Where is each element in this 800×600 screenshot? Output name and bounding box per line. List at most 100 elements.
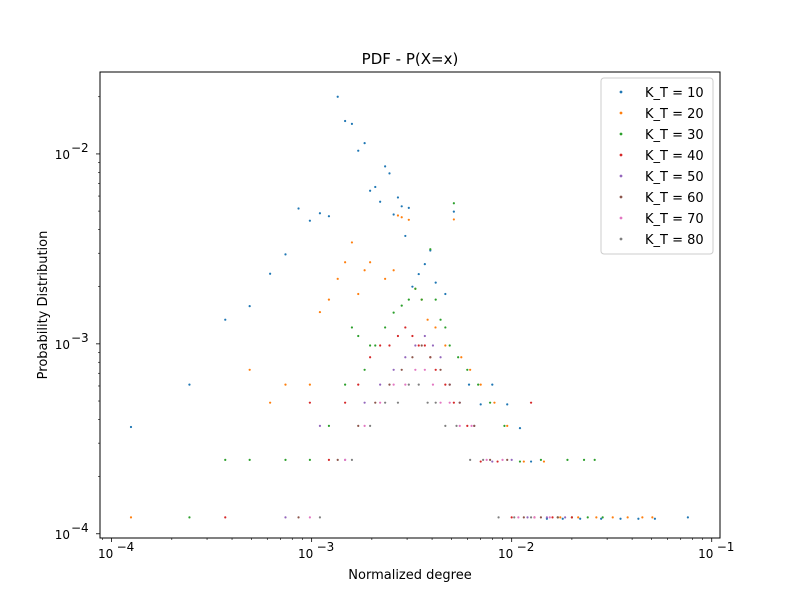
data-point [479,403,482,406]
data-point [491,383,494,386]
data-point [506,403,509,406]
data-point [452,218,455,221]
data-point [637,517,640,520]
legend-marker [619,195,623,199]
data-point [434,281,437,284]
data-point [344,261,347,264]
data-point [388,383,391,386]
data-point [582,458,586,461]
data-point [404,383,407,386]
data-point [396,401,400,404]
data-point [327,424,331,427]
data-point [248,458,251,461]
legend-marker [619,111,623,115]
data-point [467,383,471,386]
data-point [284,458,287,461]
data-point [411,356,414,359]
data-point [501,458,504,461]
data-point [503,424,506,427]
data-point [529,401,533,404]
data-point [448,383,451,386]
data-point [431,344,435,347]
data-point [548,516,551,519]
series-1 [129,95,689,520]
x-tick-exponent: −4 [117,540,135,554]
legend-box [600,77,714,255]
data-point [308,401,311,404]
data-point [496,460,499,463]
data-point [379,344,382,347]
data-point [423,344,426,347]
data-point [539,458,543,461]
data-point [369,344,372,347]
data-point [448,401,451,404]
data-point [556,516,559,519]
data-point [466,368,469,371]
data-point [327,458,331,461]
data-point [417,383,420,386]
legend-label: K_T = 30 [645,128,704,143]
data-point [526,516,529,519]
data-point [529,460,533,463]
data-point [318,516,322,519]
data-point [392,383,395,386]
data-point [357,424,360,427]
legend-marker [619,216,623,220]
data-point [601,516,604,519]
data-point [444,292,447,296]
data-point [357,383,360,386]
data-point [350,458,354,461]
data-point [651,516,654,519]
data-point [248,368,251,371]
y-tick-label: 10 [55,528,70,542]
data-point [439,356,442,359]
data-point [423,334,426,338]
y-tick-exponent: −3 [71,331,89,345]
data-point [384,401,387,404]
data-point [417,272,420,276]
data-point [248,305,251,308]
data-point [388,172,391,175]
x-tick-exponent: −2 [517,540,535,554]
data-point [522,516,525,519]
data-point [396,334,400,338]
data-point [344,383,347,386]
data-point [369,189,372,192]
legend-marker [619,132,623,136]
data-point [392,311,395,314]
data-point [439,368,442,371]
data-point [129,425,133,429]
data-point [423,368,426,371]
legend-label: K_T = 20 [645,107,704,122]
data-point [444,383,447,386]
data-point [344,458,347,461]
data-point [392,213,395,216]
legend-marker [619,237,623,241]
data-point [429,248,432,251]
legend-label: K_T = 70 [645,212,704,227]
data-point [458,401,461,404]
data-point [363,142,366,145]
data-point [400,304,403,307]
chart-title: PDF - P(X=x) [362,50,459,68]
data-point [407,218,410,221]
data-point [510,516,513,519]
y-axis-label: Probability Distribution [36,231,51,380]
x-tick-label: 10 [698,547,713,561]
data-point [363,401,366,404]
data-point [407,206,410,209]
x-tick-exponent: −3 [317,540,335,554]
data-point [384,277,387,280]
data-point [188,516,191,519]
data-point [308,383,311,386]
data-point [411,334,414,338]
data-point [414,368,417,371]
data-point [542,460,546,463]
series-6 [297,344,559,519]
data-point [470,424,473,427]
data-point [414,344,417,347]
data-point [224,458,227,461]
data-point [577,516,580,519]
data-point [357,149,360,152]
